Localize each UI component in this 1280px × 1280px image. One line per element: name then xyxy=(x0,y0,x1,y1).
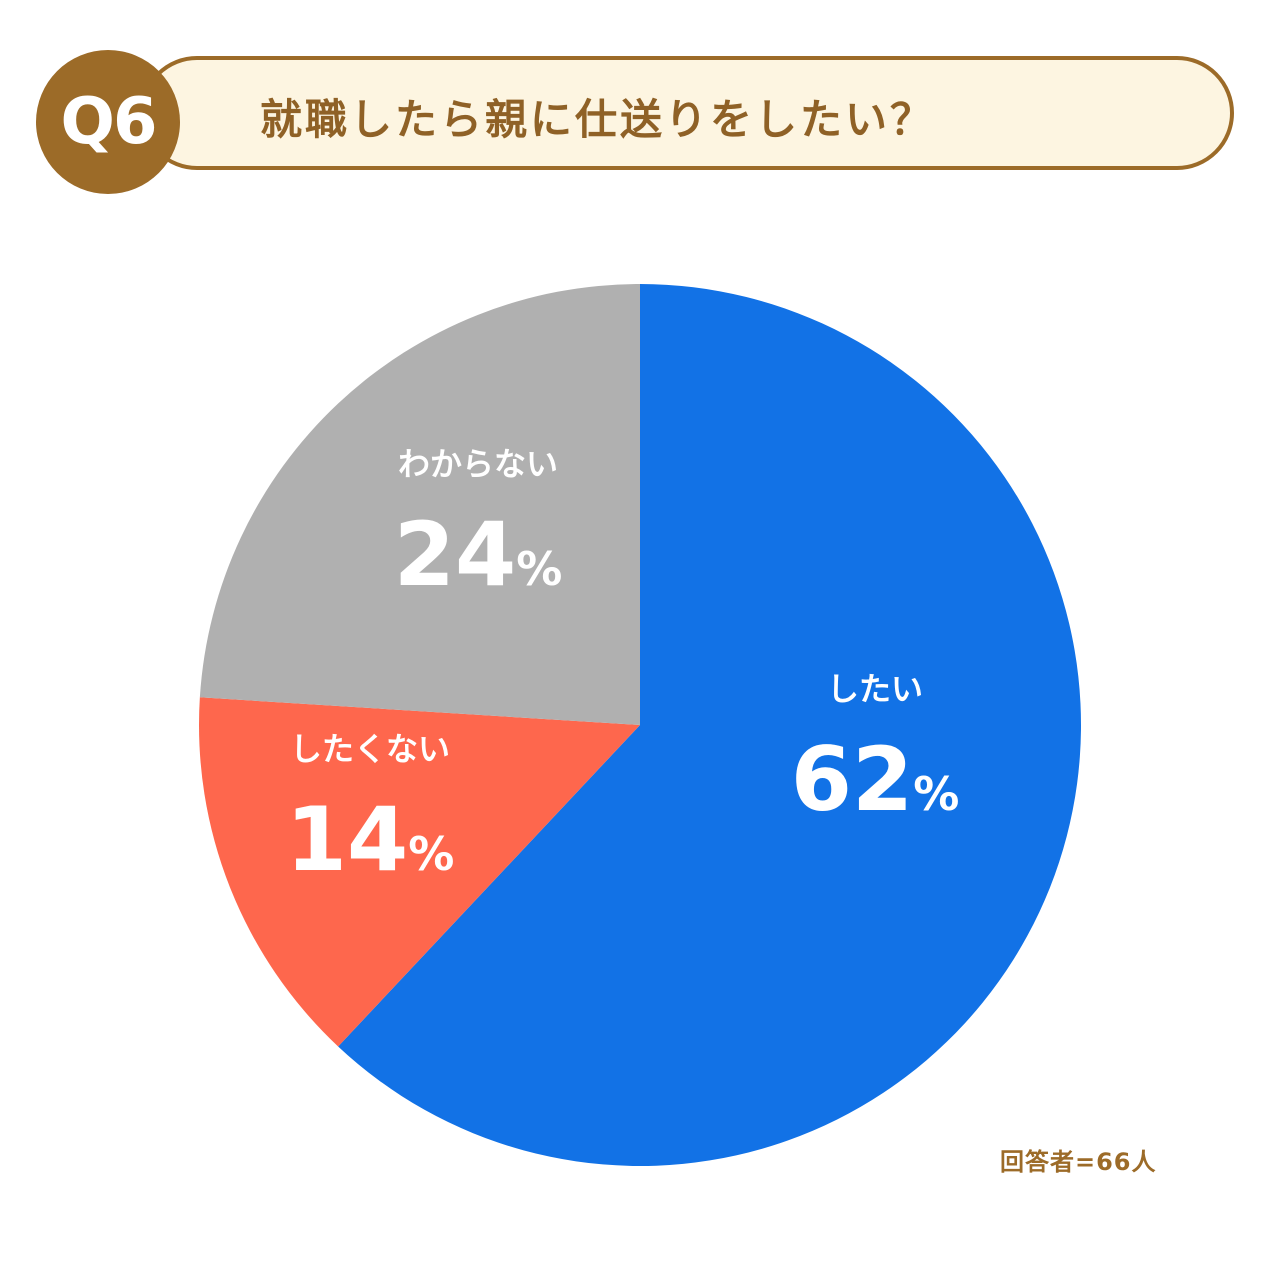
slice-value: 14% xyxy=(286,788,455,891)
pie-slice-1 xyxy=(199,697,640,1047)
slice-label: したくない xyxy=(290,730,450,768)
slice-value: 24% xyxy=(394,503,563,606)
pie-slice-0 xyxy=(338,284,1081,1167)
question-badge: Q6 xyxy=(36,50,180,194)
chart-title: 就職したら親に仕送りをしたい？ xyxy=(260,95,936,144)
slice-value: 62% xyxy=(791,728,960,831)
title-banner xyxy=(140,56,1234,170)
slice-label: したい xyxy=(827,670,923,708)
respondent-count: 回答者=66人 xyxy=(1000,1148,1157,1176)
slice-label: わからない xyxy=(398,445,558,483)
pie-slice-2 xyxy=(199,283,640,725)
